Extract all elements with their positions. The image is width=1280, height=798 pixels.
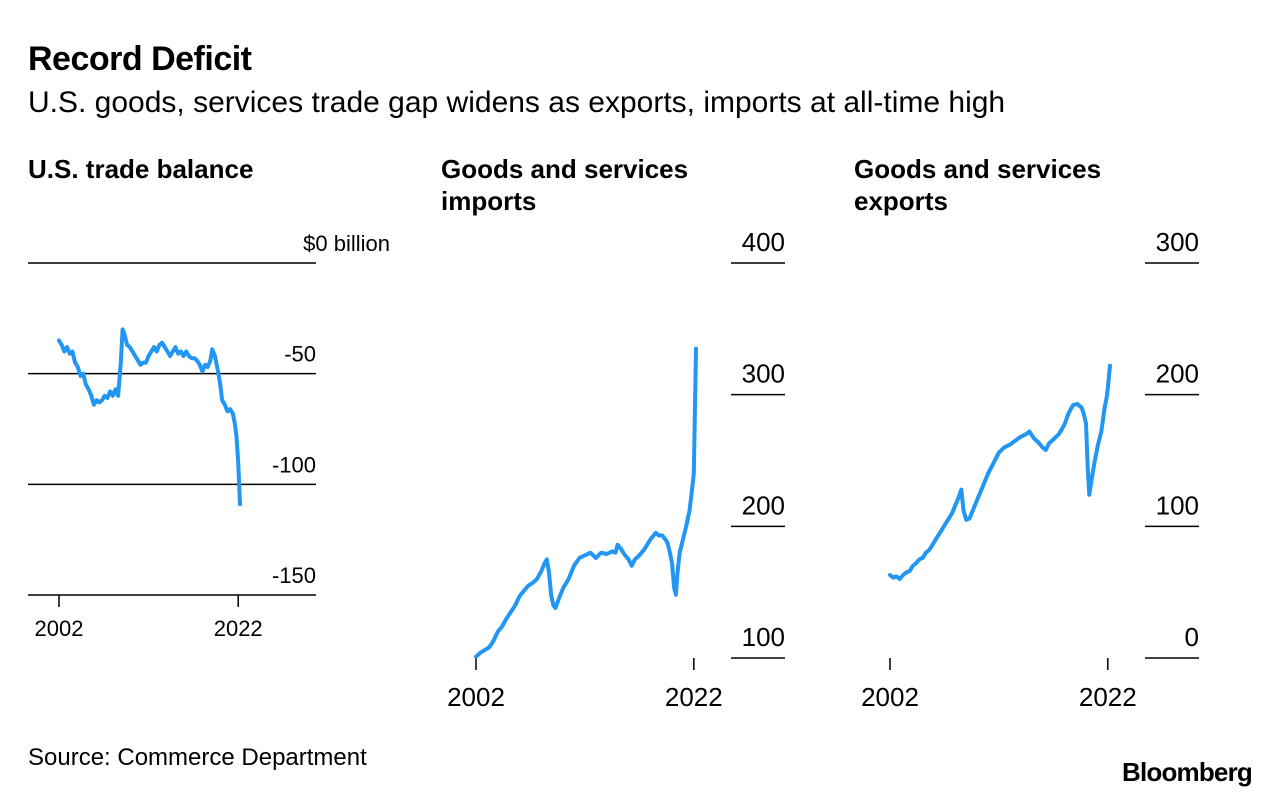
y-tick-label: -150 [272, 563, 316, 588]
x-tick-label: 2022 [665, 682, 723, 712]
panel-title: U.S. trade balance [28, 154, 253, 184]
chart-title: Record Deficit [28, 40, 252, 78]
y-tick-label: 200 [1156, 359, 1199, 389]
bloomberg-logo: Bloomberg [1121, 757, 1253, 787]
x-tick-label: 2002 [861, 682, 919, 712]
y-tick-label: 400 [742, 227, 785, 257]
x-tick-label: 2002 [35, 616, 84, 641]
y-tick-label: -100 [272, 452, 316, 477]
y-tick-label: $0 billion [303, 231, 390, 256]
x-tick-label: 2002 [447, 682, 505, 712]
y-tick-label: 200 [742, 490, 785, 520]
chart-subtitle: U.S. goods, services trade gap widens as… [28, 86, 1006, 119]
y-tick-label: 0 [1185, 622, 1199, 652]
series-line [474, 346, 698, 659]
y-tick-label: 100 [1156, 490, 1199, 520]
x-tick-label: 2022 [1079, 682, 1137, 712]
panel-title-line: Goods and services [441, 154, 688, 184]
panel-title-line: Goods and services [854, 154, 1101, 184]
series-line [57, 327, 242, 507]
y-tick-label: 300 [742, 359, 785, 389]
panel-title-line: imports [441, 186, 536, 216]
y-tick-label: 100 [742, 622, 785, 652]
panel-title-line: exports [854, 186, 948, 216]
x-tick-label: 2022 [214, 616, 263, 641]
y-tick-label: 300 [1156, 227, 1199, 257]
series-line [888, 363, 1112, 581]
y-tick-label: -50 [284, 342, 316, 367]
source-note: Source: Commerce Department [28, 744, 367, 771]
